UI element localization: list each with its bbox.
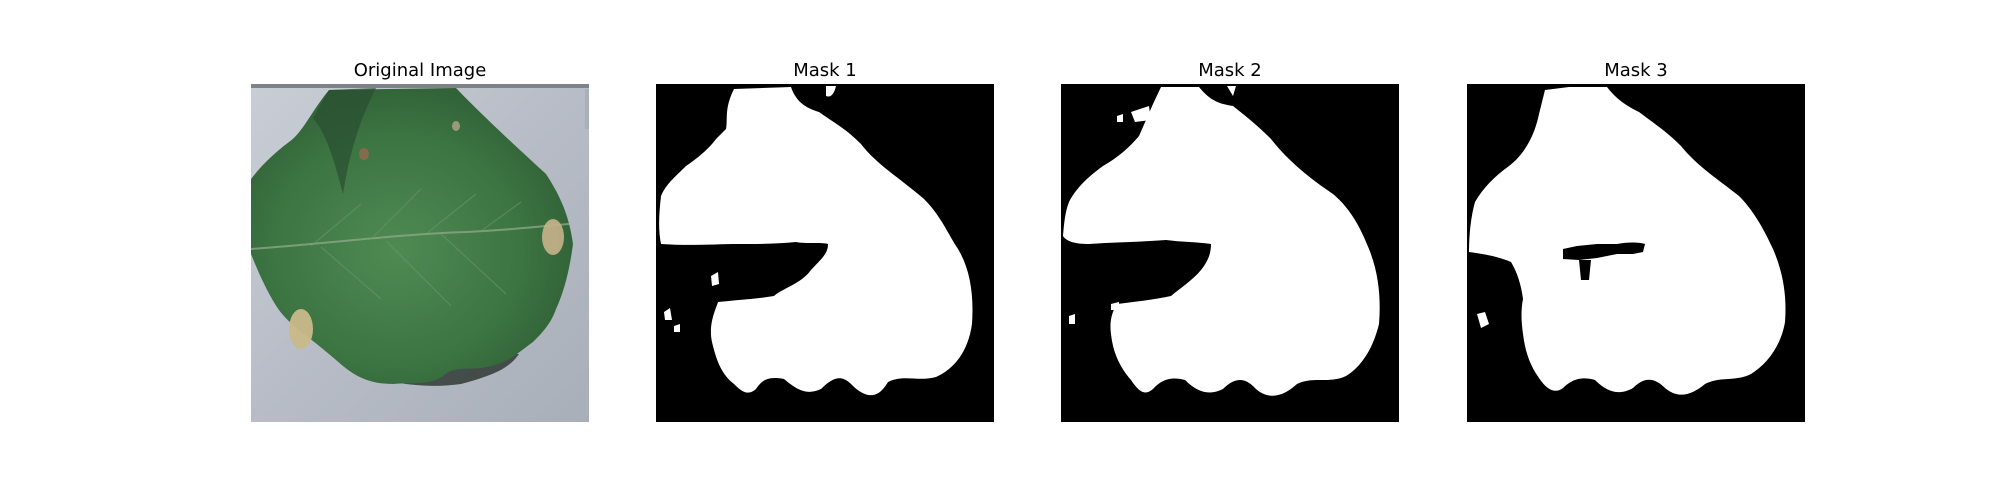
mask-3-region (1469, 87, 1786, 395)
mask-2-fragments-top (1117, 86, 1236, 122)
mask-2-region (1063, 87, 1380, 396)
mask-1 (656, 84, 994, 422)
mask-1-specks (664, 272, 719, 332)
mask-3-hole-upper (1563, 242, 1645, 260)
leaf-lesion-right (542, 219, 564, 255)
top-edge-strip (251, 84, 589, 88)
leaf-shadow-fold (313, 88, 376, 194)
mask-3 (1467, 84, 1805, 422)
original-leaf-image (251, 84, 589, 422)
panel-title-mask-3: Mask 3 (1604, 60, 1668, 81)
mask-3-speck (1477, 312, 1489, 328)
panel-title-mask-1: Mask 1 (793, 60, 857, 81)
leaf-veins (310, 188, 522, 307)
mask-2 (1061, 84, 1399, 422)
panel-title-original-image: Original Image (353, 60, 487, 81)
panel-original-image: Original Image (251, 59, 589, 422)
leaf-midrib (251, 223, 570, 250)
panel-mask-3: Mask 3 (1467, 59, 1805, 422)
mask-1-fragment-top (826, 86, 836, 97)
panel-mask-1: Mask 1 (656, 59, 994, 422)
panel-mask-2: Mask 2 (1061, 59, 1399, 422)
mask-1-region (659, 87, 973, 396)
mask-2-image (1061, 84, 1399, 422)
leaf-spot-top (359, 148, 369, 160)
leaf-lesion-lower (289, 309, 313, 349)
mask-2-specks (1069, 302, 1119, 324)
mask-3-hole-left (1467, 262, 1512, 312)
panel-title-mask-2: Mask 2 (1198, 60, 1262, 81)
mask-3-hole-small (1579, 260, 1591, 280)
leaf-photo (251, 84, 589, 422)
mask-3-image (1467, 84, 1805, 422)
mask-1-image (656, 84, 994, 422)
surface-right-edge (585, 89, 589, 129)
leaf-spot-top-right (452, 121, 460, 131)
